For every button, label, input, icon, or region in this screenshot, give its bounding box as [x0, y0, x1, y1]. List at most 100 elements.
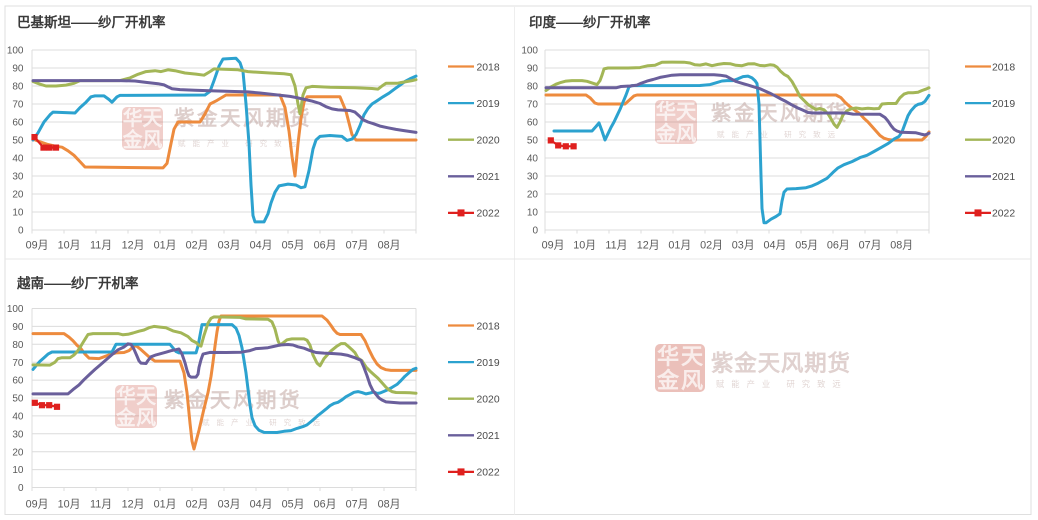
svg-text:50: 50	[12, 136, 24, 147]
svg-text:华: 华	[656, 99, 676, 123]
svg-text:10: 10	[12, 465, 24, 476]
svg-text:赋能产业 研究致远: 赋能产业 研究致远	[716, 379, 848, 389]
svg-text:10: 10	[527, 208, 539, 219]
svg-text:赋能产业 研究致远: 赋能产业 研究致远	[202, 417, 327, 427]
svg-text:20: 20	[12, 447, 24, 458]
svg-text:100: 100	[7, 46, 24, 57]
svg-text:90: 90	[527, 64, 539, 75]
svg-text:天: 天	[142, 108, 162, 130]
svg-text:风: 风	[681, 368, 703, 393]
svg-text:金: 金	[122, 129, 143, 152]
svg-text:06月: 06月	[314, 240, 337, 252]
svg-text:08月: 08月	[378, 499, 401, 511]
svg-text:08月: 08月	[890, 240, 913, 252]
svg-text:12月: 12月	[122, 499, 145, 511]
svg-text:05月: 05月	[282, 240, 305, 252]
svg-text:11月: 11月	[605, 240, 627, 252]
svg-text:2021: 2021	[477, 431, 500, 442]
svg-text:60: 60	[12, 376, 24, 387]
svg-text:09月: 09月	[26, 499, 49, 511]
svg-text:10月: 10月	[573, 240, 596, 252]
svg-text:风: 风	[142, 130, 162, 152]
svg-text:02月: 02月	[186, 499, 209, 511]
svg-text:04月: 04月	[250, 499, 273, 511]
svg-text:0: 0	[18, 483, 24, 494]
svg-text:10月: 10月	[58, 499, 81, 511]
svg-text:2022: 2022	[477, 468, 500, 479]
svg-text:100: 100	[521, 46, 538, 57]
svg-text:01月: 01月	[154, 240, 177, 252]
svg-text:05月: 05月	[795, 240, 818, 252]
svg-text:12月: 12月	[637, 240, 660, 252]
svg-text:03月: 03月	[218, 240, 241, 252]
svg-text:巴基斯坦——纱厂开机率: 巴基斯坦——纱厂开机率	[17, 14, 166, 30]
svg-text:02月: 02月	[186, 240, 209, 252]
svg-text:华: 华	[657, 344, 679, 369]
svg-text:50: 50	[527, 136, 539, 147]
svg-text:08月: 08月	[378, 240, 401, 252]
svg-text:2022: 2022	[992, 209, 1015, 220]
svg-text:华: 华	[123, 107, 143, 130]
svg-text:10: 10	[12, 208, 24, 219]
svg-text:02月: 02月	[700, 240, 723, 252]
svg-text:10月: 10月	[58, 240, 81, 252]
svg-text:11月: 11月	[90, 499, 112, 511]
svg-text:天: 天	[136, 386, 156, 408]
svg-text:印度——纱厂开机率: 印度——纱厂开机率	[529, 14, 651, 30]
svg-text:07月: 07月	[346, 240, 369, 252]
svg-text:80: 80	[12, 82, 24, 93]
svg-text:紫金天风期货: 紫金天风期货	[174, 106, 312, 130]
svg-text:01月: 01月	[668, 240, 691, 252]
svg-text:越南——纱厂开机率: 越南——纱厂开机率	[16, 275, 139, 291]
svg-text:0: 0	[532, 226, 538, 237]
svg-text:06月: 06月	[314, 499, 337, 511]
svg-text:2019: 2019	[992, 99, 1015, 110]
svg-text:金: 金	[115, 407, 136, 430]
svg-text:80: 80	[12, 340, 24, 351]
svg-text:40: 40	[12, 412, 24, 423]
svg-text:07月: 07月	[346, 499, 369, 511]
svg-text:2020: 2020	[992, 136, 1015, 147]
svg-text:09月: 09月	[26, 240, 49, 252]
svg-text:90: 90	[12, 64, 24, 75]
svg-text:01月: 01月	[154, 499, 177, 511]
svg-text:赋能产业 研究致远: 赋能产业 研究致远	[178, 138, 303, 148]
svg-text:2020: 2020	[477, 136, 500, 147]
svg-text:04月: 04月	[763, 240, 786, 252]
svg-text:03月: 03月	[218, 499, 241, 511]
svg-text:2022: 2022	[477, 209, 500, 220]
svg-text:金: 金	[655, 121, 677, 145]
svg-text:60: 60	[12, 118, 24, 129]
svg-text:07月: 07月	[859, 240, 882, 252]
svg-text:70: 70	[12, 358, 24, 369]
svg-text:2019: 2019	[477, 358, 500, 369]
svg-text:70: 70	[527, 100, 539, 111]
svg-text:20: 20	[527, 190, 539, 201]
svg-text:03月: 03月	[732, 240, 755, 252]
svg-text:06月: 06月	[827, 240, 850, 252]
svg-text:华: 华	[116, 385, 136, 408]
svg-text:紫金天风期货: 紫金天风期货	[164, 388, 302, 412]
svg-text:2021: 2021	[992, 172, 1015, 183]
svg-text:30: 30	[12, 172, 24, 183]
svg-text:04月: 04月	[250, 240, 273, 252]
svg-text:70: 70	[12, 100, 24, 111]
svg-text:60: 60	[527, 118, 539, 129]
svg-text:2018: 2018	[992, 62, 1015, 73]
svg-text:2020: 2020	[477, 395, 500, 406]
svg-text:90: 90	[12, 322, 24, 333]
svg-text:2019: 2019	[477, 99, 500, 110]
svg-text:40: 40	[12, 154, 24, 165]
svg-text:20: 20	[12, 190, 24, 201]
svg-text:2018: 2018	[477, 62, 500, 73]
svg-text:2018: 2018	[477, 321, 500, 332]
svg-text:09月: 09月	[542, 240, 565, 252]
svg-text:紫金天风期货: 紫金天风期货	[711, 350, 851, 376]
svg-text:赋能产业 研究致远: 赋能产业 研究致远	[717, 129, 842, 139]
svg-text:05月: 05月	[282, 499, 305, 511]
svg-text:30: 30	[12, 429, 24, 440]
svg-text:80: 80	[527, 82, 539, 93]
svg-text:天: 天	[681, 344, 704, 369]
svg-text:11月: 11月	[90, 240, 112, 252]
svg-text:天: 天	[676, 101, 697, 123]
